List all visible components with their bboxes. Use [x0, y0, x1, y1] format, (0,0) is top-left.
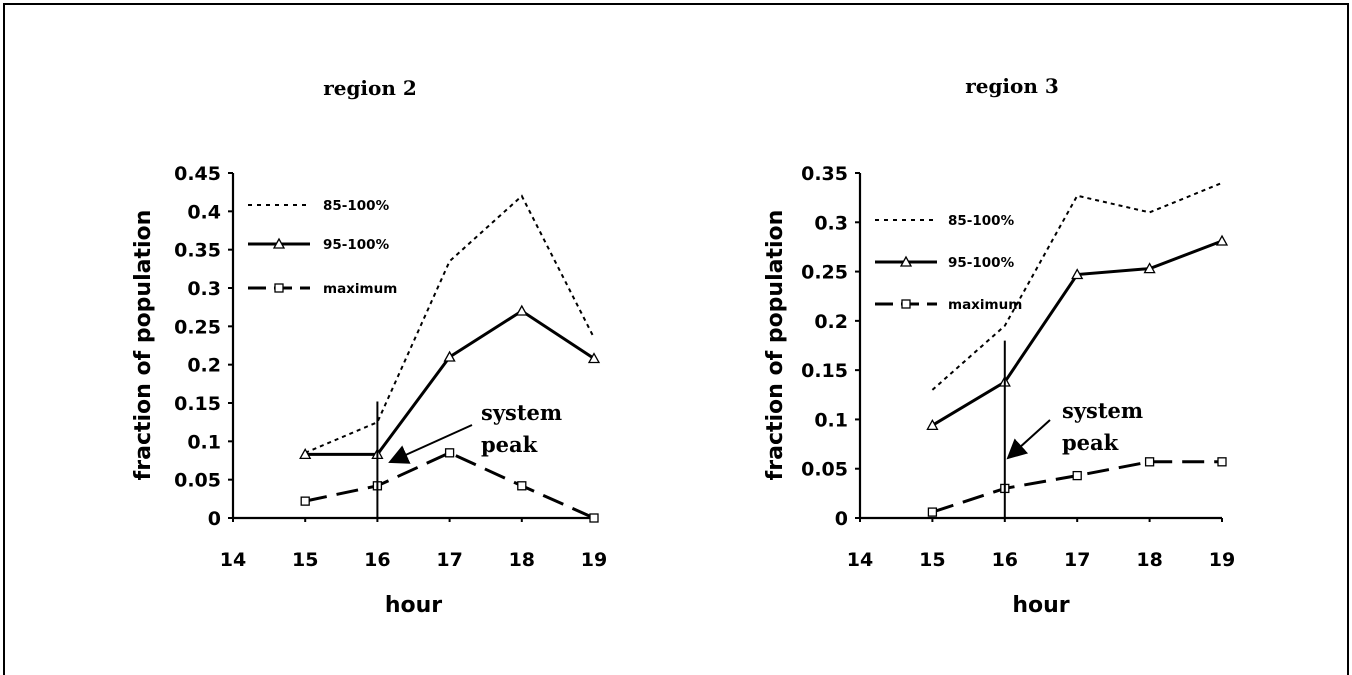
data-point-triangle — [926, 419, 939, 430]
series-line-1 — [305, 309, 595, 456]
legend-label: maximum — [323, 281, 397, 297]
y-tick-label: 0.3 — [187, 278, 221, 300]
data-point-square — [517, 481, 527, 491]
y-tick-label: 0.45 — [174, 163, 221, 185]
chart-title: region 2 — [323, 76, 417, 100]
figure-frame — [3, 3, 1349, 675]
legend-label: 95-100% — [323, 237, 390, 253]
y-tick-label: 0.35 — [174, 240, 221, 262]
annotation-text-line2: peak — [1062, 430, 1119, 455]
data-point-square — [444, 448, 455, 458]
series-line-0 — [931, 181, 1223, 391]
chart-title: region 3 — [965, 74, 1059, 98]
y-tick-label: 0 — [208, 508, 221, 530]
annotation-arrow — [388, 424, 473, 464]
data-point-triangle — [299, 448, 312, 460]
x-tick-label: 14 — [220, 549, 246, 571]
annotation-text-line1: system — [1062, 398, 1143, 423]
y-tick-label: 0.4 — [187, 201, 221, 223]
legend-marker-triangle — [899, 255, 913, 267]
y-tick-label: 0.25 — [174, 316, 221, 338]
data-point-square — [1217, 457, 1227, 467]
legend-label: maximum — [948, 297, 1022, 313]
y-tick-label: 0.3 — [814, 212, 848, 234]
annotation-text-line1: system — [481, 400, 562, 425]
legend-marker-square — [274, 283, 284, 293]
y-axis-label: fraction of population — [131, 210, 156, 481]
x-tick-label: 16 — [992, 549, 1018, 571]
data-point-triangle — [1215, 234, 1229, 246]
data-point-square — [1072, 470, 1082, 481]
series-line-2 — [304, 451, 595, 520]
data-point-square — [1144, 457, 1155, 467]
y-tick-label: 0.1 — [814, 409, 848, 431]
data-point-triangle — [1071, 268, 1084, 280]
data-point-triangle — [443, 350, 456, 362]
legend-label: 95-100% — [948, 255, 1015, 271]
y-tick-label: 0.05 — [801, 459, 848, 481]
x-tick-label: 17 — [436, 549, 462, 571]
data-point-triangle — [587, 352, 601, 364]
data-point-square — [927, 507, 938, 517]
x-axis-label: hour — [1012, 593, 1069, 618]
y-tick-label: 0.15 — [174, 393, 221, 415]
y-tick-label: 0.2 — [814, 311, 848, 333]
y-tick-label: 0.25 — [801, 262, 848, 284]
annotation-text-line2: peak — [481, 432, 538, 457]
x-tick-label: 15 — [919, 549, 945, 571]
x-tick-label: 17 — [1064, 549, 1090, 571]
y-tick-label: 0.2 — [187, 355, 221, 377]
chart-region-2: region 2 0 0.05 0.1 0.15 0.2 0.25 0.3 0.35 0.4 0.4… — [131, 76, 607, 618]
legend-label: 85-100% — [948, 213, 1015, 229]
x-tick-label: 18 — [509, 549, 535, 571]
data-point-triangle — [1143, 262, 1156, 274]
y-tick-label: 0.35 — [801, 163, 848, 185]
y-tick-label: 0.05 — [174, 470, 221, 492]
chart-region-3: region 3 0 0.05 0.1 0.15 0.2 0.25 0.3 0.35 14 15 16… — [763, 74, 1235, 618]
legend-marker-triangle — [272, 237, 286, 249]
x-tick-label: 19 — [1209, 549, 1235, 571]
y-axis-label: fraction of population — [763, 210, 788, 481]
data-point-square — [589, 513, 599, 523]
legend-marker-square — [901, 299, 911, 309]
legend-label: 85-100% — [323, 198, 390, 214]
data-point-triangle — [515, 304, 528, 316]
x-tick-label: 19 — [581, 549, 607, 571]
x-tick-label: 18 — [1136, 549, 1162, 571]
x-tick-label: 14 — [847, 549, 873, 571]
series-line-2 — [931, 460, 1222, 514]
y-tick-label: 0.1 — [187, 431, 221, 453]
y-tick-label: 0.15 — [801, 360, 848, 382]
data-point-square — [300, 496, 310, 506]
x-tick-label: 15 — [292, 549, 318, 571]
annotation-arrow — [1006, 419, 1051, 460]
y-tick-label: 0 — [835, 508, 848, 530]
x-axis-label: hour — [385, 593, 442, 618]
x-tick-label: 16 — [364, 549, 390, 571]
